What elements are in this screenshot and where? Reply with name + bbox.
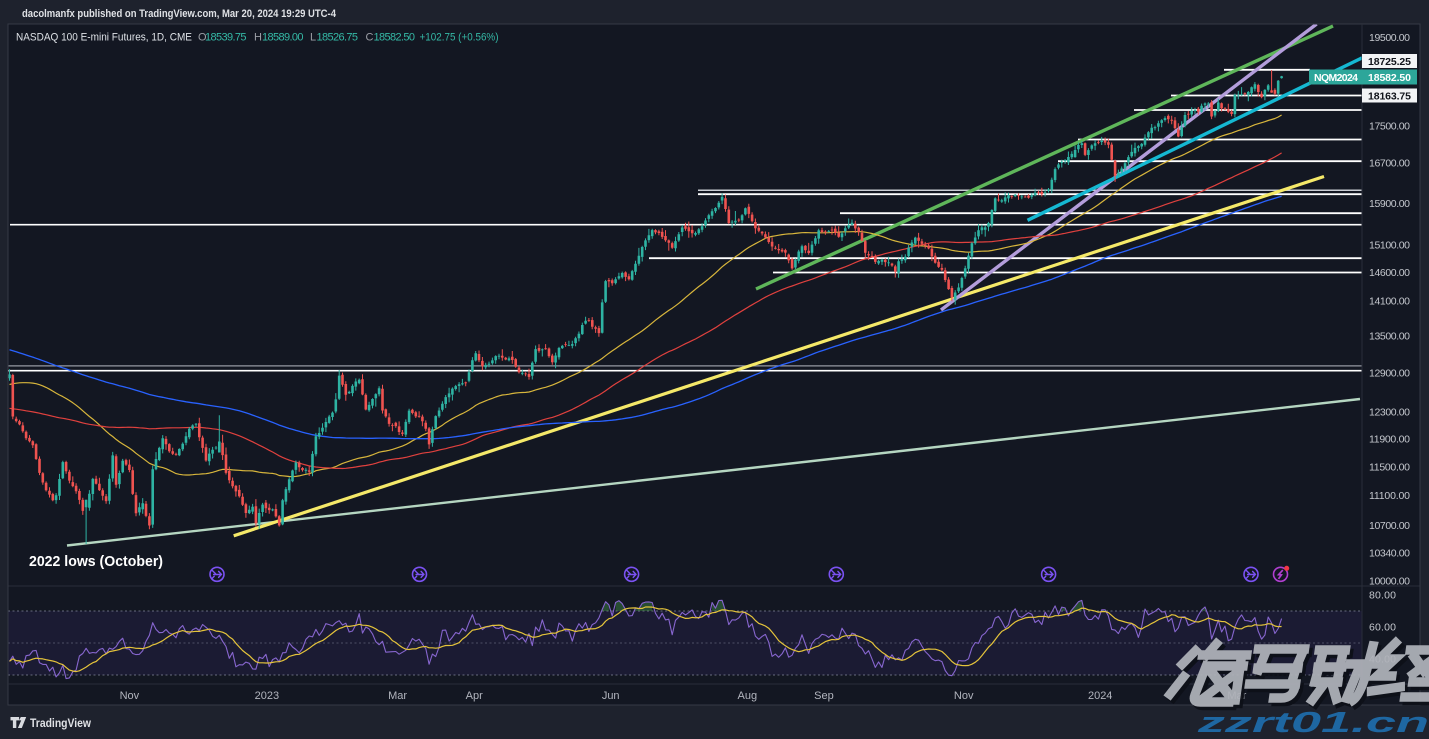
svg-text:15100.00: 15100.00 bbox=[1369, 239, 1410, 251]
svg-text:Jun: Jun bbox=[602, 690, 620, 702]
svg-text:Mar: Mar bbox=[388, 690, 407, 702]
svg-text:13500.00: 13500.00 bbox=[1369, 331, 1410, 343]
svg-text:11100.00: 11100.00 bbox=[1369, 490, 1410, 502]
svg-text:19500.00: 19500.00 bbox=[1369, 32, 1410, 44]
svg-text:H: H bbox=[254, 32, 262, 44]
svg-text:2022 lows (October): 2022 lows (October) bbox=[29, 554, 163, 570]
svg-text:60.00: 60.00 bbox=[1369, 622, 1396, 634]
svg-text:15900.00: 15900.00 bbox=[1369, 198, 1410, 210]
svg-text:14100.00: 14100.00 bbox=[1369, 295, 1410, 307]
svg-text:Apr: Apr bbox=[466, 690, 483, 702]
svg-text:11500.00: 11500.00 bbox=[1369, 461, 1410, 473]
svg-text:18582.50: 18582.50 bbox=[374, 32, 416, 44]
svg-text:12300.00: 12300.00 bbox=[1369, 406, 1410, 418]
svg-text:18582.50: 18582.50 bbox=[1368, 72, 1411, 84]
svg-text:18589.00: 18589.00 bbox=[262, 32, 304, 44]
svg-text:10700.00: 10700.00 bbox=[1369, 520, 1410, 532]
svg-text:Nov: Nov bbox=[120, 690, 140, 702]
svg-text:Nov: Nov bbox=[954, 690, 974, 702]
svg-text:+102.75 (+0.56%): +102.75 (+0.56%) bbox=[420, 32, 499, 44]
svg-text:O: O bbox=[198, 32, 207, 44]
svg-text:zzrt01.cn: zzrt01.cn bbox=[1196, 707, 1429, 739]
svg-text:Sep: Sep bbox=[814, 690, 834, 702]
svg-text:16700.00: 16700.00 bbox=[1369, 158, 1410, 170]
svg-text:18725.25: 18725.25 bbox=[1368, 56, 1411, 68]
svg-text:2023: 2023 bbox=[255, 690, 279, 702]
svg-text:NQM2024: NQM2024 bbox=[1314, 72, 1358, 84]
svg-text:2024: 2024 bbox=[1088, 690, 1112, 702]
svg-text:80.00: 80.00 bbox=[1369, 590, 1396, 602]
svg-text:10340.00: 10340.00 bbox=[1369, 548, 1410, 560]
svg-text:14600.00: 14600.00 bbox=[1369, 267, 1410, 279]
svg-text:11900.00: 11900.00 bbox=[1369, 433, 1410, 445]
svg-text:18539.75: 18539.75 bbox=[205, 32, 247, 44]
svg-text:C: C bbox=[366, 32, 374, 44]
svg-text:NASDAQ 100 E-mini Futures, 1D,: NASDAQ 100 E-mini Futures, 1D, CME bbox=[16, 32, 192, 44]
svg-text:12900.00: 12900.00 bbox=[1369, 368, 1410, 380]
svg-text:18163.75: 18163.75 bbox=[1368, 90, 1411, 102]
svg-text:10000.00: 10000.00 bbox=[1369, 576, 1410, 588]
svg-text:TradingView: TradingView bbox=[30, 718, 91, 730]
svg-text:18526.75: 18526.75 bbox=[317, 32, 359, 44]
svg-text:L: L bbox=[310, 32, 316, 44]
svg-text:Aug: Aug bbox=[738, 690, 758, 702]
svg-text:dacolmanfx published on Tradin: dacolmanfx published on TradingView.com,… bbox=[22, 8, 337, 20]
svg-text:17500.00: 17500.00 bbox=[1369, 120, 1410, 132]
